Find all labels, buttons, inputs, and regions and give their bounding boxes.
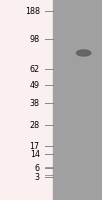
Text: 17: 17 bbox=[30, 142, 40, 151]
Ellipse shape bbox=[76, 50, 91, 56]
Text: 188: 188 bbox=[25, 6, 40, 16]
Text: 28: 28 bbox=[30, 120, 40, 130]
Text: 14: 14 bbox=[30, 150, 40, 159]
Bar bbox=[0, 0, 53, 200]
Text: 98: 98 bbox=[30, 34, 40, 44]
Text: 49: 49 bbox=[30, 81, 40, 90]
Text: 6: 6 bbox=[35, 164, 40, 173]
Text: 38: 38 bbox=[30, 98, 40, 108]
Text: 3: 3 bbox=[35, 172, 40, 182]
Bar bbox=[53, 0, 102, 200]
Text: 62: 62 bbox=[30, 64, 40, 73]
